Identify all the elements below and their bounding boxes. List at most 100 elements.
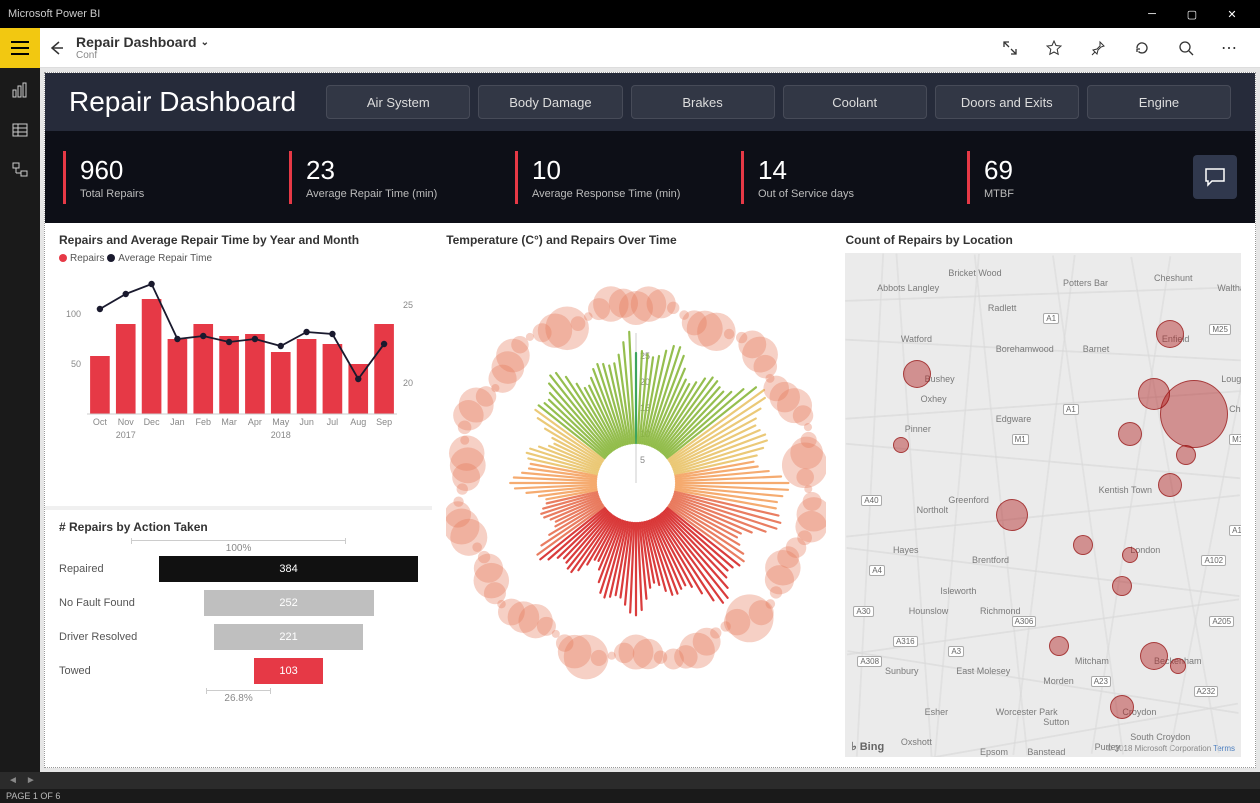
map-bubble[interactable] — [1138, 378, 1170, 410]
funnel-row[interactable]: Towed103 — [59, 656, 418, 686]
svg-text:Jun: Jun — [299, 417, 314, 427]
combo-chart[interactable]: Repairs and Average Repair Time by Year … — [45, 223, 432, 506]
svg-text:Jul: Jul — [327, 417, 339, 427]
slicer-body-damage[interactable]: Body Damage — [478, 85, 622, 119]
map-place-label: Banstead — [1027, 747, 1065, 757]
kpi-value: 23 — [306, 155, 515, 186]
map-place-label: Morden — [1043, 676, 1074, 686]
back-button[interactable] — [40, 39, 72, 57]
table-icon — [11, 121, 29, 139]
page-indicator: PAGE 1 OF 6 — [0, 789, 1260, 803]
road-shield: A30 — [853, 606, 873, 617]
funnel-row[interactable]: Driver Resolved221 — [59, 622, 418, 652]
search-button[interactable] — [1168, 30, 1204, 66]
funnel-row[interactable]: Repaired384 — [59, 554, 418, 584]
kpi-card[interactable]: 23 Average Repair Time (min) — [289, 151, 515, 204]
map-bubble[interactable] — [1156, 320, 1184, 348]
hamburger-menu[interactable] — [0, 28, 40, 68]
funnel-row[interactable]: No Fault Found252 — [59, 588, 418, 618]
road-shield: A316 — [893, 636, 918, 647]
nav-report[interactable] — [6, 76, 34, 104]
map-place-label: Waltham — [1217, 283, 1241, 293]
kpi-card[interactable]: 960Total Repairs — [63, 151, 289, 204]
road-shield: A3 — [948, 646, 964, 657]
combo-legend: Repairs Average Repair Time — [59, 253, 418, 264]
page-navigator[interactable]: ◄ ► — [0, 772, 1260, 789]
map-bubble[interactable] — [1158, 473, 1182, 497]
search-icon — [1178, 40, 1194, 56]
map-bubble[interactable] — [1140, 642, 1168, 670]
kpi-label: Total Repairs — [80, 188, 289, 200]
map-bubble[interactable] — [1112, 576, 1132, 596]
funnel-label: No Fault Found — [59, 597, 159, 609]
svg-text:5: 5 — [640, 455, 645, 465]
kpi-value: 14 — [758, 155, 967, 186]
map-bubble[interactable] — [996, 499, 1028, 531]
pin-button[interactable] — [1080, 30, 1116, 66]
map-place-label: Mitcham — [1075, 656, 1109, 666]
slicer-brakes[interactable]: Brakes — [631, 85, 775, 119]
map-canvas[interactable]: ♭ Bing © 2018 Microsoft Corporation Term… — [845, 253, 1241, 757]
refresh-button[interactable] — [1124, 30, 1160, 66]
slicer-engine[interactable]: Engine — [1087, 85, 1231, 119]
map-bubble[interactable] — [1176, 445, 1196, 465]
qa-chat-button[interactable] — [1193, 155, 1237, 199]
visual-grid: Repairs and Average Repair Time by Year … — [45, 223, 1255, 767]
ellipsis-icon: ⋯ — [1221, 38, 1239, 58]
funnel-label: Driver Resolved — [59, 631, 159, 643]
more-button[interactable]: ⋯ — [1212, 30, 1248, 66]
star-icon — [1046, 40, 1062, 56]
radial-title: Temperature (C°) and Repairs Over Time — [446, 233, 817, 247]
funnel-label: Towed — [59, 665, 159, 677]
nav-model[interactable] — [6, 156, 34, 184]
map-bubble[interactable] — [1118, 422, 1142, 446]
map-bubble[interactable] — [1170, 658, 1186, 674]
map-bubble[interactable] — [893, 437, 909, 453]
map-bubble[interactable] — [1073, 535, 1093, 555]
svg-text:50: 50 — [71, 359, 81, 369]
map-bubble[interactable] — [1122, 547, 1138, 563]
slicer-air-system[interactable]: Air System — [326, 85, 470, 119]
map-bubble[interactable] — [1049, 636, 1069, 656]
kpi-label: Average Repair Time (min) — [306, 188, 515, 200]
slicer-coolant[interactable]: Coolant — [783, 85, 927, 119]
minimize-button[interactable]: ─ — [1132, 8, 1172, 20]
map-place-label: Sutton — [1043, 717, 1069, 727]
map-place-label: Abbots Langley — [877, 283, 939, 293]
window-titlebar: Microsoft Power BI ─ ▢ ✕ — [0, 0, 1260, 28]
map-place-label: Sunbury — [885, 666, 919, 676]
slicer-doors-and-exits[interactable]: Doors and Exits — [935, 85, 1079, 119]
svg-text:May: May — [272, 417, 290, 427]
favorite-button[interactable] — [1036, 30, 1072, 66]
map-place-label: Worcester Park — [996, 707, 1058, 717]
svg-text:Jan: Jan — [170, 417, 185, 427]
maximize-button[interactable]: ▢ — [1172, 8, 1212, 21]
svg-text:25: 25 — [403, 300, 413, 310]
app-name: Microsoft Power BI — [8, 8, 100, 20]
model-icon — [11, 161, 29, 179]
page-next-icon[interactable]: ► — [26, 775, 36, 786]
kpi-card[interactable]: 14Out of Service days — [741, 151, 967, 204]
fullscreen-button[interactable] — [992, 30, 1028, 66]
map-place-label: Purley — [1095, 742, 1121, 752]
dashboard-header: Repair Dashboard Air SystemBody DamageBr… — [45, 73, 1255, 131]
kpi-label: Average Response Time (min) — [532, 188, 741, 200]
kpi-card[interactable]: 10Average Response Time (min) — [515, 151, 741, 204]
svg-text:Aug: Aug — [350, 417, 366, 427]
page-prev-icon[interactable]: ◄ — [8, 775, 18, 786]
funnel-chart[interactable]: # Repairs by Action Taken 100% Repaired3… — [45, 506, 432, 767]
breadcrumb[interactable]: Repair Dashboard ⌄ Conf — [72, 34, 209, 61]
combo-chart-svg: 501002025OctNovDecJanFebMarAprMayJunJulA… — [59, 268, 419, 448]
hamburger-icon — [11, 41, 29, 55]
map-visual[interactable]: Count of Repairs by Location ♭ Bing © 20… — [831, 223, 1255, 767]
map-bubble[interactable] — [903, 360, 931, 388]
close-button[interactable]: ✕ — [1212, 8, 1252, 21]
svg-text:Dec: Dec — [144, 417, 161, 427]
radial-chart[interactable]: Temperature (C°) and Repairs Over Time 5… — [432, 223, 831, 767]
funnel-bottom-pct: 26.8% — [224, 693, 252, 704]
map-title: Count of Repairs by Location — [845, 233, 1241, 247]
road-shield: A102 — [1201, 555, 1226, 566]
nav-data[interactable] — [6, 116, 34, 144]
kpi-card[interactable]: 69MTBF — [967, 151, 1193, 204]
map-bubble[interactable] — [1110, 695, 1134, 719]
